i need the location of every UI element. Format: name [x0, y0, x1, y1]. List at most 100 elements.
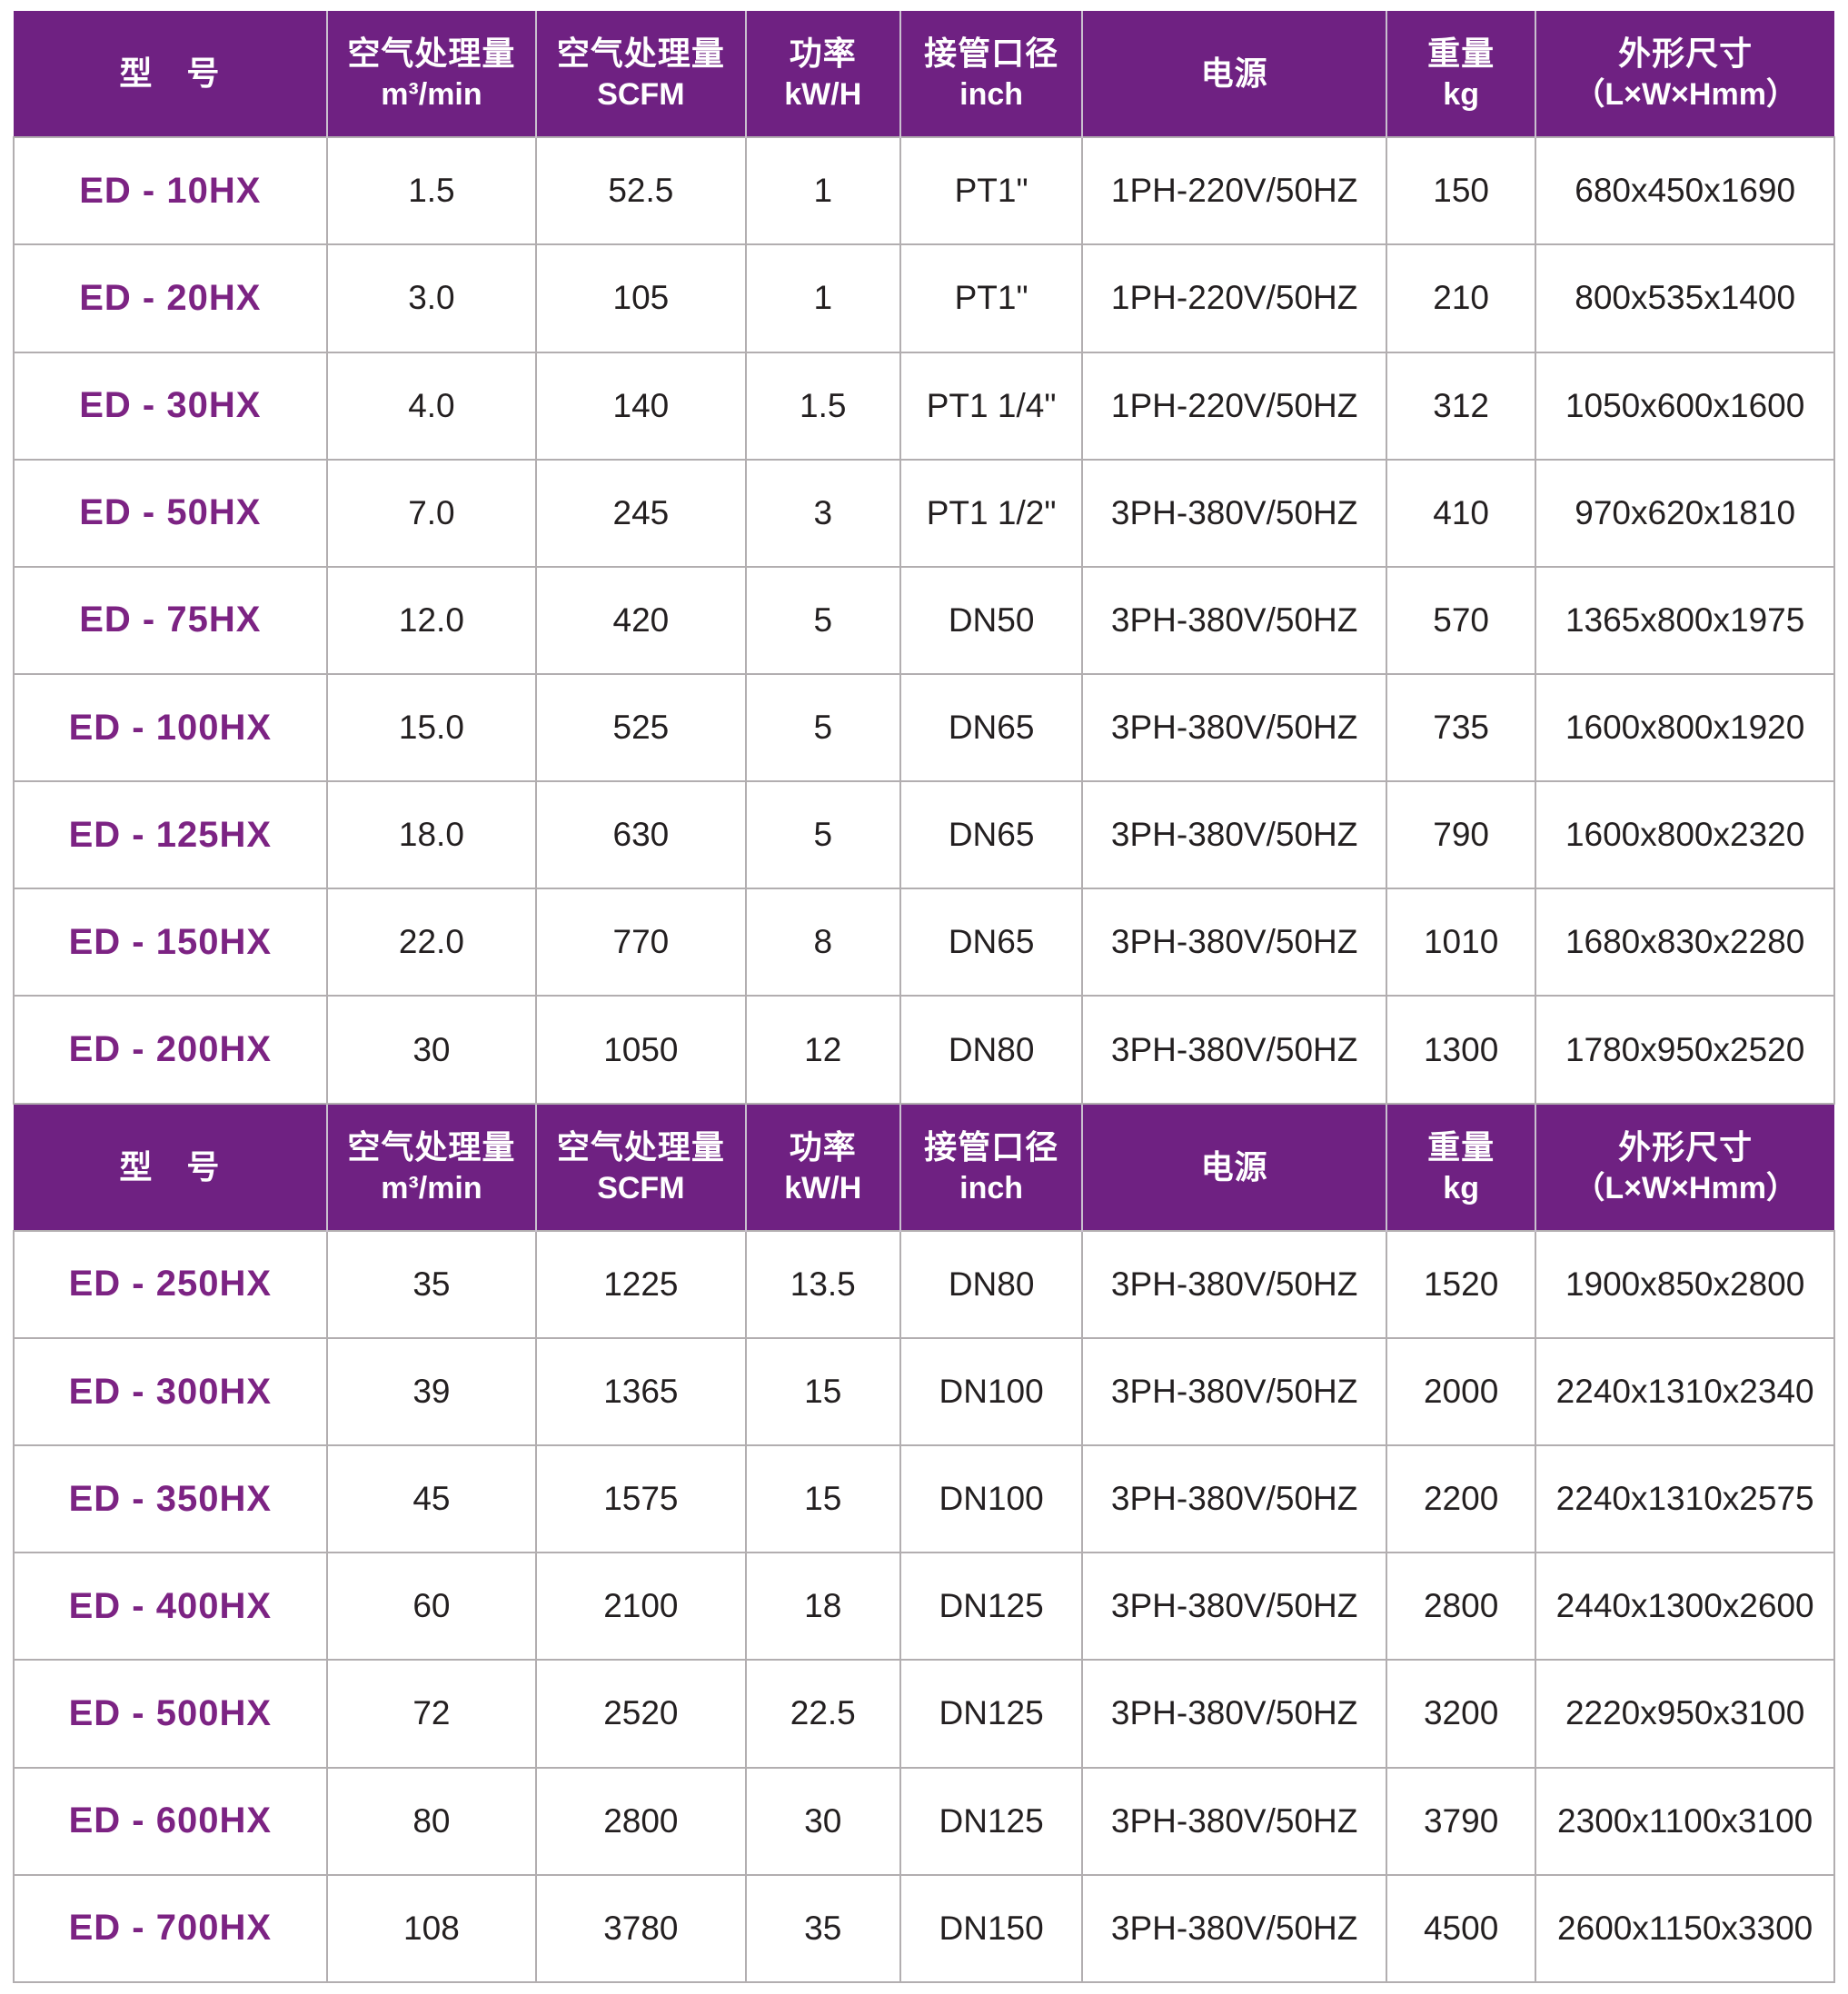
table-row: ED - 700HX 108 3780 35 DN150 3PH-380V/50HZ 450… [13, 1873, 1835, 1984]
spec-cell: 1 [744, 136, 901, 246]
spec-cell: 1680x830x2280 [1535, 888, 1835, 997]
spec-cell: 2240x1310x2340 [1535, 1336, 1835, 1447]
column-header: 接管口径 inch [899, 11, 1084, 138]
model-cell: ED - 100HX [13, 672, 328, 783]
spec-cell: 770 [535, 888, 747, 997]
spec-cell: DN100 [899, 1444, 1084, 1554]
table-row: ED - 600HX 80 2800 30 DN125 3PH-380V/50HZ 3790… [13, 1766, 1835, 1876]
spec-cell: 52.5 [535, 136, 747, 246]
column-title: 重量 [1427, 35, 1495, 73]
spec-cell: 210 [1385, 243, 1537, 353]
spec-cell: 570 [1385, 565, 1537, 675]
column-title: 型 号 [119, 1147, 221, 1185]
spec-cell: DN125 [899, 1552, 1084, 1662]
table-header-row: 型 号 空气处理量 m³/min 空气处理量 SCFM 功率 kW/H 接管口径 inch 电源 重… [14, 1103, 1834, 1231]
table-row: ED - 50HX 7.0 245 3 PT1 1/2" 3PH-380V/50HZ 410… [13, 458, 1835, 568]
spec-cell: 30 [325, 995, 538, 1105]
spec-cell: 150 [1385, 136, 1537, 246]
column-subtitle: m³/min [381, 77, 482, 113]
spec-cell: PT1" [899, 136, 1084, 246]
spec-cell: 5 [744, 672, 901, 783]
spec-cell: 3PH-380V/50HZ [1081, 1766, 1387, 1876]
spec-cell: 15 [744, 1336, 901, 1447]
spec-cell: 3PH-380V/50HZ [1081, 888, 1387, 997]
spec-cell: 630 [535, 780, 747, 890]
spec-cell: 3780 [535, 1873, 747, 1984]
spec-cell: 7.0 [325, 458, 538, 568]
spec-cell: 1300 [1385, 995, 1537, 1105]
spec-cell: DN100 [899, 1336, 1084, 1447]
column-header: 重量 kg [1385, 11, 1537, 138]
spec-table-body: 型 号空气处理量 m³/min 空气处理量 SCFM 功率 kW/H 接管口径 inch 电源重… [13, 11, 1835, 1984]
spec-cell: 22.5 [744, 1659, 901, 1769]
spec-table: 型 号空气处理量 m³/min 空气处理量 SCFM 功率 kW/H 接管口径 inch 电源重… [13, 11, 1835, 1984]
spec-cell: 2200 [1385, 1444, 1537, 1554]
table-row: ED - 150HX 22.0 770 8 DN65 3PH-380V/50HZ 1010 1… [13, 888, 1835, 997]
spec-cell: 1PH-220V/50HZ [1081, 243, 1387, 353]
column-subtitle: kW/H [784, 77, 862, 113]
model-cell: ED - 700HX [13, 1873, 328, 1984]
spec-cell: DN80 [899, 995, 1084, 1105]
model-cell: ED - 50HX [13, 458, 328, 568]
spec-cell: DN50 [899, 565, 1084, 675]
spec-cell: 15 [744, 1444, 901, 1554]
spec-cell: 1010 [1385, 888, 1537, 997]
spec-cell: DN125 [899, 1659, 1084, 1769]
spec-cell: 3PH-380V/50HZ [1081, 1229, 1387, 1339]
column-title: 功率 [789, 1127, 857, 1166]
table-row: ED - 100HX 15.0 525 5 DN65 3PH-380V/50HZ 735 16… [13, 672, 1835, 783]
model-cell: ED - 30HX [13, 351, 328, 461]
model-cell: ED - 20HX [13, 243, 328, 353]
column-title: 空气处理量 [347, 1127, 516, 1166]
spec-cell: 72 [325, 1659, 538, 1769]
column-header: 功率 kW/H [744, 1103, 901, 1231]
spec-cell: 1365 [535, 1336, 747, 1447]
column-subtitle: inch [959, 77, 1024, 113]
spec-cell: 3PH-380V/50HZ [1081, 1659, 1387, 1769]
spec-cell: 18.0 [325, 780, 538, 890]
column-title: 电源 [1200, 55, 1268, 93]
spec-cell: 45 [325, 1444, 538, 1554]
spec-cell: 420 [535, 565, 747, 675]
column-header: 功率 kW/H [744, 11, 901, 138]
column-header: 空气处理量 SCFM [535, 11, 747, 138]
spec-cell: PT1 1/2" [899, 458, 1084, 568]
table-row: ED - 350HX 45 1575 15 DN100 3PH-380V/50HZ 2200… [13, 1444, 1835, 1554]
spec-cell: 525 [535, 672, 747, 783]
spec-cell: 13.5 [744, 1229, 901, 1339]
spec-cell: 60 [325, 1552, 538, 1662]
spec-cell: DN150 [899, 1873, 1084, 1984]
spec-cell: PT1 1/4" [899, 351, 1084, 461]
column-header: 空气处理量 m³/min [325, 11, 538, 138]
model-cell: ED - 500HX [13, 1659, 328, 1769]
spec-cell: 2800 [1385, 1552, 1537, 1662]
column-header: 接管口径 inch [899, 1103, 1084, 1231]
spec-cell: 1520 [1385, 1229, 1537, 1339]
spec-cell: 1050x600x1600 [1535, 351, 1835, 461]
spec-cell: 4500 [1385, 1873, 1537, 1984]
spec-cell: 105 [535, 243, 747, 353]
spec-cell: 1600x800x1920 [1535, 672, 1835, 783]
table-row: ED - 200HX 30 1050 12 DN80 3PH-380V/50HZ 1300 1… [13, 995, 1835, 1105]
spec-cell: 2800 [535, 1766, 747, 1876]
spec-cell: PT1" [899, 243, 1084, 353]
spec-cell: 312 [1385, 351, 1537, 461]
column-title: 功率 [789, 35, 857, 73]
spec-cell: 35 [744, 1873, 901, 1984]
spec-cell: 108 [325, 1873, 538, 1984]
column-title: 外形尺寸 [1618, 35, 1754, 73]
column-subtitle: SCFM [597, 77, 685, 113]
model-cell: ED - 125HX [13, 780, 328, 890]
spec-cell: 2240x1310x2575 [1535, 1444, 1835, 1554]
model-cell: ED - 350HX [13, 1444, 328, 1554]
model-cell: ED - 200HX [13, 995, 328, 1105]
table-row: ED - 125HX 18.0 630 5 DN65 3PH-380V/50HZ 790 16… [13, 780, 1835, 890]
spec-cell: 3PH-380V/50HZ [1081, 672, 1387, 783]
spec-cell: 735 [1385, 672, 1537, 783]
column-header: 型 号 [14, 1103, 328, 1231]
spec-cell: 39 [325, 1336, 538, 1447]
spec-cell: 1900x850x2800 [1535, 1229, 1835, 1339]
spec-cell: 1PH-220V/50HZ [1081, 351, 1387, 461]
column-title: 重量 [1427, 1127, 1495, 1166]
column-subtitle: kW/H [784, 1170, 862, 1205]
